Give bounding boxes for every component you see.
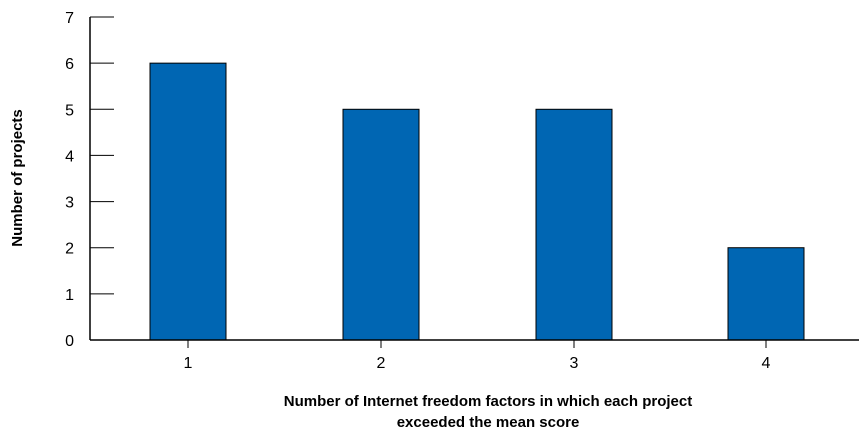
bars-layer: [149, 62, 805, 341]
x-axis-title-line-1: Number of Internet freedom factors in wh…: [284, 393, 692, 410]
bar-3: [535, 108, 613, 341]
y-tick-label: 3: [65, 195, 74, 212]
y-tick-label: 1: [65, 287, 74, 304]
y-axis-title: Number of projects: [9, 109, 26, 247]
x-tick-label: 3: [570, 355, 579, 372]
y-tick-label: 0: [65, 333, 74, 350]
x-tick-label: 2: [377, 355, 386, 372]
bar-4: [727, 247, 805, 341]
x-ticks-layer: 1 2 3 4: [184, 340, 771, 372]
y-tick-label: 2: [65, 241, 74, 258]
y-tick-label: 4: [65, 148, 74, 165]
x-tick-label: 1: [184, 355, 193, 372]
y-tick-label: 6: [65, 56, 74, 73]
y-tick-label: 5: [65, 102, 74, 119]
axes-layer: [89, 17, 859, 341]
bar-1: [149, 62, 227, 341]
x-axis-title-line-2: exceeded the mean score: [397, 414, 580, 431]
y-tick-label: 7: [65, 10, 74, 27]
y-ticks-layer: 0 1 2 3 4 5 6 7: [65, 10, 114, 350]
x-tick-label: 4: [762, 355, 771, 372]
bar-2: [342, 108, 420, 341]
